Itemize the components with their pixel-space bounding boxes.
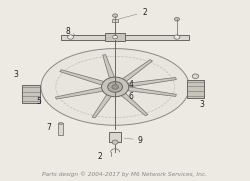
Polygon shape — [116, 89, 148, 116]
Circle shape — [102, 77, 129, 97]
Text: 4: 4 — [129, 80, 134, 89]
Polygon shape — [92, 89, 116, 118]
FancyBboxPatch shape — [112, 19, 118, 22]
FancyBboxPatch shape — [58, 123, 63, 135]
Polygon shape — [60, 70, 111, 87]
Text: Parts design © 2004-2017 by M6 Network Services, Inc.: Parts design © 2004-2017 by M6 Network S… — [42, 171, 207, 177]
Text: 7: 7 — [46, 123, 51, 132]
Circle shape — [112, 140, 118, 144]
Text: 2: 2 — [98, 152, 103, 161]
Ellipse shape — [41, 49, 189, 125]
FancyBboxPatch shape — [187, 80, 204, 98]
Text: 9: 9 — [138, 136, 142, 145]
Circle shape — [108, 82, 122, 92]
Polygon shape — [120, 86, 176, 96]
Polygon shape — [55, 86, 110, 99]
Polygon shape — [120, 77, 176, 88]
Circle shape — [174, 35, 180, 39]
Text: 5: 5 — [36, 97, 41, 106]
Circle shape — [174, 17, 180, 21]
Circle shape — [112, 85, 118, 89]
Ellipse shape — [58, 123, 63, 124]
FancyBboxPatch shape — [109, 132, 121, 142]
Text: 2: 2 — [142, 9, 147, 18]
Text: 3: 3 — [14, 70, 19, 79]
Circle shape — [113, 14, 117, 17]
Text: 6: 6 — [129, 92, 134, 101]
Polygon shape — [116, 60, 152, 86]
Text: 8: 8 — [66, 27, 70, 36]
Circle shape — [113, 35, 117, 39]
Circle shape — [192, 74, 199, 79]
FancyBboxPatch shape — [105, 33, 125, 41]
Text: 3: 3 — [199, 100, 204, 109]
Circle shape — [68, 35, 73, 39]
Polygon shape — [103, 55, 117, 84]
FancyBboxPatch shape — [61, 35, 189, 39]
FancyBboxPatch shape — [22, 85, 40, 103]
